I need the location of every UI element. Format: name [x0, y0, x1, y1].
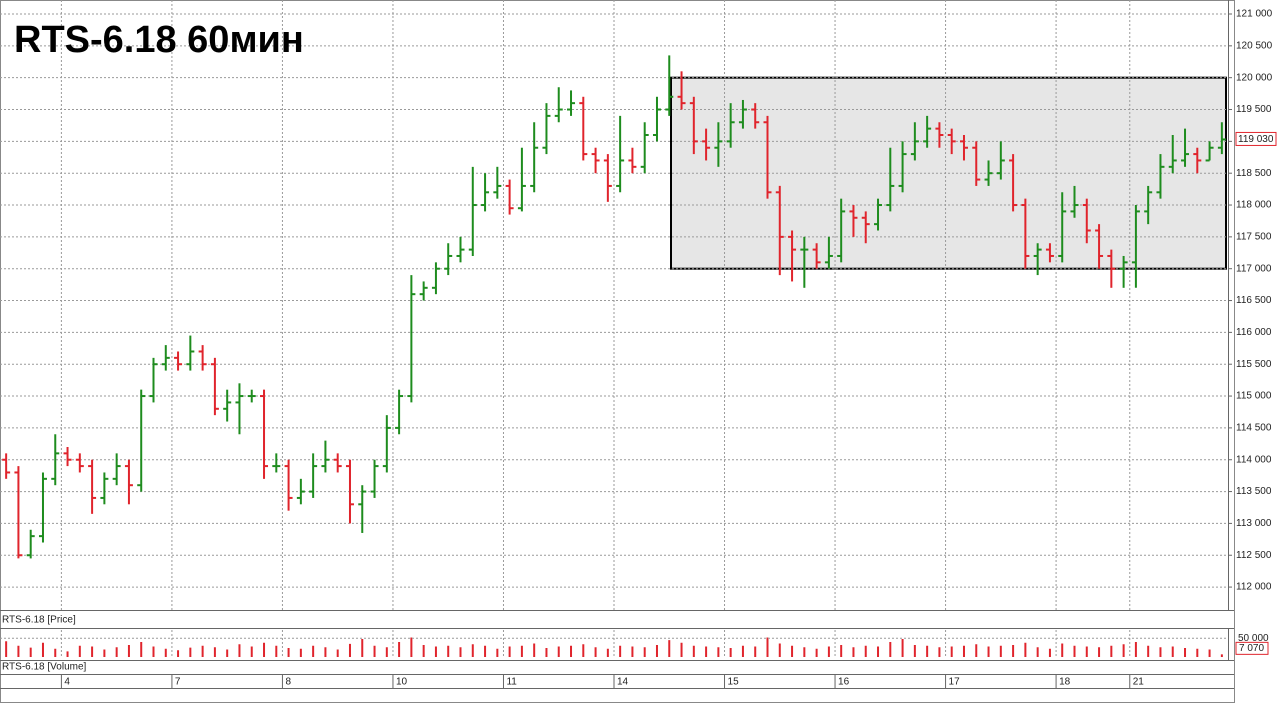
pane-label: RTS-6.18 [Volume]	[2, 662, 87, 673]
x-tick-label: 7	[175, 677, 181, 688]
y-tick-label: 113 500	[1236, 486, 1272, 497]
x-tick-label: 21	[1133, 677, 1145, 688]
x-tick-label: 18	[1059, 677, 1071, 688]
x-tick-label: 10	[396, 677, 408, 688]
chart-title: RTS-6.18 60мин	[14, 19, 304, 61]
pane-label: RTS-6.18 [Price]	[2, 615, 76, 626]
y-tick-label: 118 000	[1236, 200, 1272, 211]
x-tick-label: 14	[617, 677, 629, 688]
y-tick-label: 114 500	[1236, 423, 1272, 434]
x-tick-label: 11	[506, 677, 517, 688]
last-volume-label: 7 070	[1239, 643, 1264, 654]
y-tick-label: 114 000	[1236, 454, 1272, 465]
y-tick-label: 120 500	[1236, 40, 1273, 51]
last-price-box	[1235, 131, 1277, 146]
y-tick-label: 112 500	[1236, 550, 1272, 561]
y-tick-label: 113 000	[1236, 518, 1272, 529]
y-tick-label: 117 500	[1236, 232, 1272, 243]
y-tick-label: 117 000	[1236, 263, 1272, 274]
last-volume-box	[1235, 641, 1269, 655]
y-tick-label: 116 000	[1236, 327, 1272, 338]
x-tick-label: 4	[64, 677, 70, 688]
y-tick-label: 120 000	[1236, 72, 1273, 83]
last-price-label: 119 030	[1238, 134, 1274, 145]
y-tick-label: 50 000	[1238, 633, 1269, 644]
y-tick-label: 121 000	[1236, 9, 1273, 20]
y-tick-label: 115 000	[1236, 391, 1272, 402]
y-tick-label: 118 500	[1236, 168, 1272, 179]
x-tick-label: 16	[838, 677, 850, 688]
y-tick-label: 115 500	[1236, 359, 1272, 370]
y-tick-label: 116 500	[1236, 295, 1272, 306]
x-tick-label: 15	[728, 677, 740, 688]
y-tick-label: 119 500	[1236, 104, 1272, 115]
x-tick-label: 8	[285, 677, 291, 688]
x-tick-label: 17	[949, 677, 961, 688]
y-tick-label: 112 000	[1236, 582, 1272, 593]
